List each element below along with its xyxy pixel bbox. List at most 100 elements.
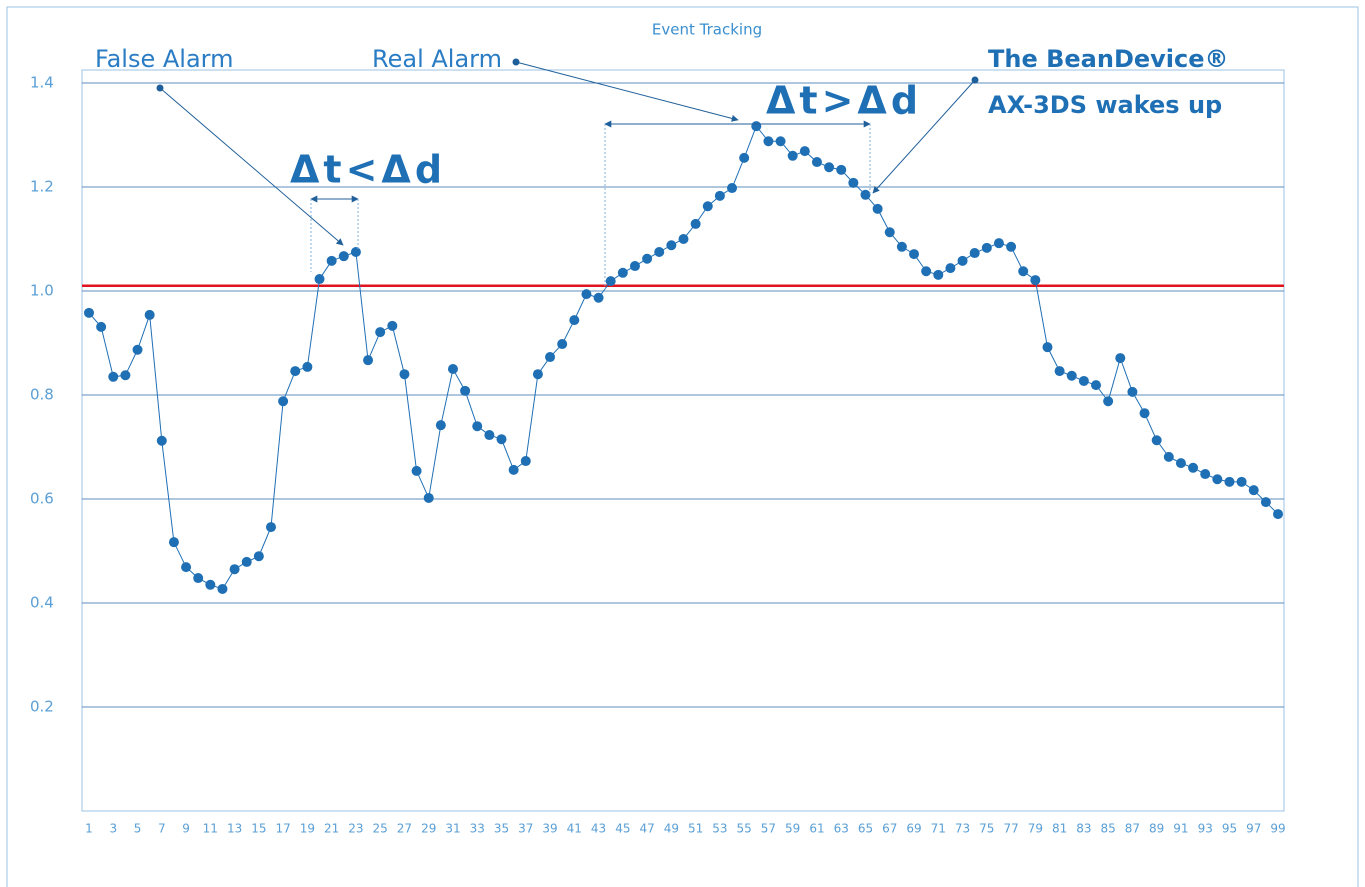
data-point (1091, 380, 1102, 391)
arrow (872, 79, 976, 194)
data-point (193, 573, 204, 584)
x-tick-label: 37 (518, 822, 533, 836)
annotation: AX-3DS wakes up (988, 91, 1222, 119)
frame (6, 6, 1359, 887)
data-point (1200, 469, 1211, 480)
data-point (205, 579, 216, 590)
x-tick-label: 71 (931, 822, 946, 836)
x-tick-label: 93 (1198, 822, 1213, 836)
x-tick-label: 33 (470, 822, 485, 836)
y-tick-label: 0.6 (30, 490, 54, 508)
data-point (739, 152, 750, 163)
x-tick-label: 59 (785, 822, 800, 836)
data-point (1078, 375, 1089, 386)
data-point (350, 247, 361, 257)
data-point (1042, 342, 1053, 353)
data-point (799, 146, 810, 157)
data-point (181, 562, 192, 573)
data-point (508, 464, 519, 475)
x-tick-label: 85 (1101, 822, 1116, 836)
data-point (775, 136, 786, 147)
data-point (447, 364, 458, 374)
x-tick-label: 95 (1222, 822, 1237, 836)
data-point (605, 276, 616, 287)
annotation: Δt<Δd (290, 148, 446, 192)
data-point (751, 121, 762, 132)
data-point (1260, 497, 1271, 508)
data-point (1030, 275, 1041, 286)
data-point (1188, 462, 1199, 473)
x-tick-label: 27 (397, 822, 412, 836)
data-point (933, 269, 944, 280)
data-point (581, 289, 592, 300)
x-tick-label: 79 (1028, 822, 1043, 836)
chart-title: Event Tracking (652, 21, 762, 39)
data-point (326, 255, 337, 266)
data-point (120, 370, 131, 381)
annotation: False Alarm (95, 45, 234, 73)
data-point (265, 522, 276, 533)
x-tick-label: 21 (324, 822, 339, 836)
y-tick-label: 0.2 (30, 698, 54, 716)
data-point (593, 292, 604, 303)
x-tick-label: 19 (300, 822, 315, 836)
x-tick-label: 63 (834, 822, 849, 836)
x-tick-label: 43 (591, 822, 606, 836)
x-tick-label: 99 (1270, 822, 1285, 836)
data-point (690, 218, 701, 229)
x-tick-label: 13 (227, 822, 242, 836)
x-tick-label: 9 (182, 822, 190, 836)
y-tick-label: 0.4 (30, 594, 54, 612)
data-point (302, 361, 313, 372)
data-point (569, 315, 580, 326)
data-point (848, 177, 859, 188)
x-tick-label: 75 (979, 822, 994, 836)
data-point (411, 465, 422, 476)
y-tick-label: 0.8 (30, 386, 54, 404)
data-point (1115, 353, 1126, 364)
x-tick-label: 87 (1125, 822, 1140, 836)
x-tick-label: 89 (1149, 822, 1164, 836)
data-point (1139, 408, 1150, 419)
x-tick-label: 47 (639, 822, 654, 836)
data-point (993, 238, 1004, 249)
y-tick-label: 1.4 (30, 74, 54, 92)
x-tick-label: 69 (906, 822, 921, 836)
data-point (545, 352, 556, 363)
data-point (872, 203, 883, 214)
x-tick-label: 53 (712, 822, 727, 836)
data-point (629, 261, 640, 272)
x-tick-label: 67 (882, 822, 897, 836)
data-point (957, 255, 968, 266)
data-point (678, 234, 689, 244)
data-point (1248, 485, 1259, 496)
x-tick-label: 61 (809, 822, 824, 836)
data-point (168, 537, 179, 548)
data-point (1224, 476, 1235, 487)
x-tick-label: 15 (251, 822, 266, 836)
x-tick-label: 3 (109, 822, 117, 836)
data-point (763, 136, 774, 147)
data-point (520, 456, 531, 467)
data-point (484, 430, 495, 441)
data-point (241, 556, 252, 567)
data-point (1054, 366, 1065, 377)
x-tick-label: 77 (1003, 822, 1018, 836)
data-point (969, 248, 980, 259)
data-point (363, 355, 374, 366)
data-point (96, 321, 107, 332)
x-tick-label: 5 (134, 822, 142, 836)
data-point (654, 247, 665, 257)
data-point (399, 369, 410, 380)
arrow (515, 61, 739, 122)
plot-frame (81, 69, 1285, 812)
data-point (1006, 241, 1017, 252)
data-point (217, 583, 228, 594)
x-tick-label: 97 (1246, 822, 1261, 836)
data-point (229, 564, 240, 575)
x-tick-label: 25 (373, 822, 388, 836)
data-point (375, 327, 386, 338)
annotation: Δt>Δd (766, 79, 922, 123)
data-point (532, 369, 543, 380)
